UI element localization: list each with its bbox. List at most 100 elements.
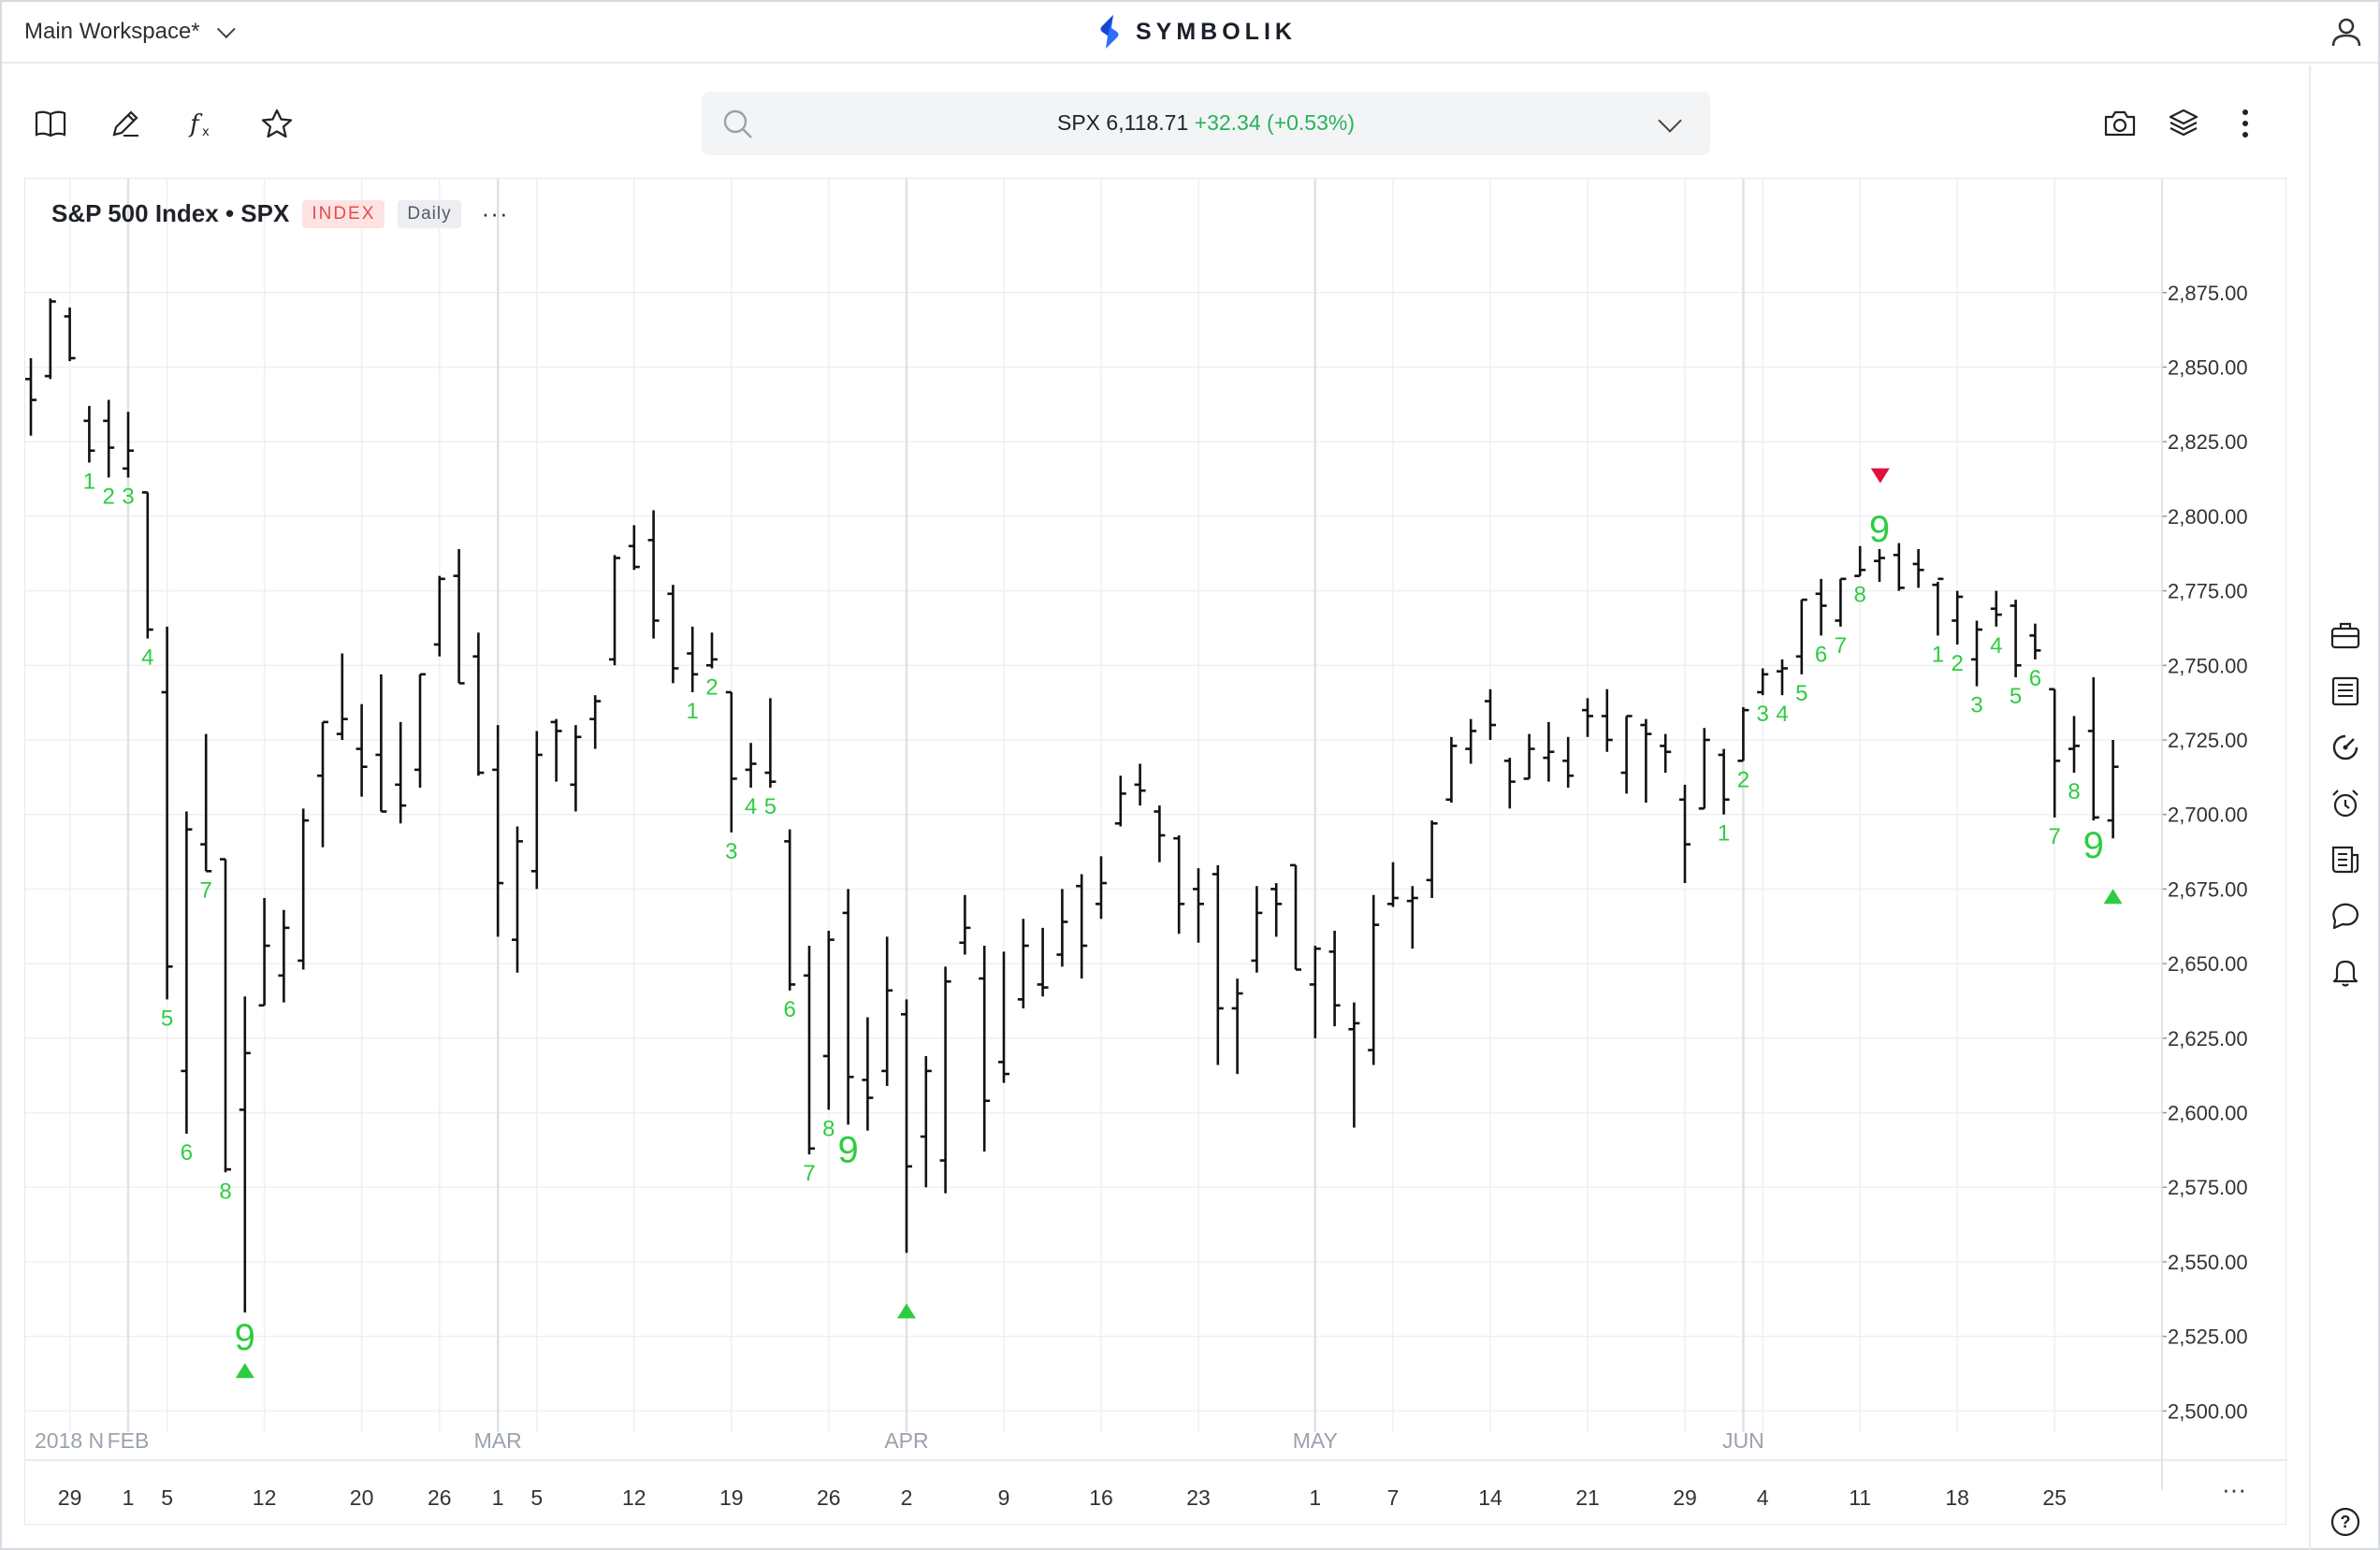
bell-icon[interactable] bbox=[2329, 956, 2361, 988]
count-label: 9 bbox=[235, 1317, 255, 1358]
count-label: 8 bbox=[822, 1116, 834, 1141]
count-label: 4 bbox=[1776, 702, 1788, 727]
gauge-icon[interactable] bbox=[2329, 732, 2361, 763]
book-icon[interactable] bbox=[32, 105, 69, 142]
x-tick-label: 25 bbox=[2042, 1485, 2067, 1510]
top-bar: Main Workspace* SYMBOLIK bbox=[2, 2, 2378, 64]
svg-text:f: f bbox=[188, 110, 203, 138]
y-tick-label: 2,550.00 bbox=[2168, 1251, 2248, 1274]
y-tick-label: 2,875.00 bbox=[2168, 282, 2248, 305]
svg-text:?: ? bbox=[2341, 1513, 2351, 1531]
symbol-search-bar[interactable]: SPX 6,118.71 +32.34 (+0.53%) bbox=[702, 92, 1710, 155]
news-icon[interactable] bbox=[2329, 844, 2361, 876]
y-tick-label: 2,500.00 bbox=[2168, 1399, 2248, 1423]
x-tick-label: 23 bbox=[1186, 1485, 1211, 1510]
star-icon[interactable] bbox=[258, 105, 296, 142]
y-tick-label: 2,600.00 bbox=[2168, 1102, 2248, 1125]
x-tick-label: 26 bbox=[428, 1485, 452, 1510]
list-icon[interactable] bbox=[2329, 675, 2361, 707]
signal-markers bbox=[235, 468, 2123, 1379]
y-tick-label: 2,825.00 bbox=[2168, 430, 2248, 454]
x-tick-label: 12 bbox=[622, 1485, 646, 1510]
count-label: 1 bbox=[83, 469, 95, 494]
y-tick-label: 2,775.00 bbox=[2168, 580, 2248, 603]
brand-name: SYMBOLIK bbox=[1136, 18, 1297, 45]
ohlc-bars bbox=[25, 298, 2119, 1313]
month-label: JUN bbox=[1722, 1428, 1764, 1453]
svg-text:x: x bbox=[202, 125, 210, 139]
x-tick-label: 19 bbox=[719, 1485, 744, 1510]
y-tick-label: 2,675.00 bbox=[2168, 877, 2248, 901]
x-tick-label: 2 bbox=[901, 1485, 913, 1510]
x-tick-label: 11 bbox=[1849, 1485, 1871, 1510]
x-tick-label: 5 bbox=[161, 1485, 173, 1510]
sell-signal-triangle bbox=[1870, 468, 1890, 484]
user-account-icon[interactable] bbox=[2329, 15, 2363, 49]
count-label: 9 bbox=[837, 1129, 858, 1170]
x-tick-label: 29 bbox=[1673, 1485, 1697, 1510]
buy-signal-triangle bbox=[2103, 889, 2123, 905]
count-label: 4 bbox=[141, 645, 153, 671]
y-axis: 2,875.00 2,850.00 2,825.00 2,800.00 2,775.00… bbox=[2161, 179, 2248, 1490]
count-label: 5 bbox=[2010, 684, 2022, 709]
count-label: 6 bbox=[1815, 642, 1827, 667]
count-label: 3 bbox=[122, 484, 134, 509]
help-icon[interactable]: ? bbox=[2329, 1506, 2361, 1538]
quote-change-pct: (+0.53%) bbox=[1267, 110, 1355, 135]
count-label: 9 bbox=[2083, 825, 2104, 866]
count-label: 1 bbox=[1932, 642, 1944, 667]
x-tick-label: 7 bbox=[1387, 1485, 1400, 1510]
count-label: 5 bbox=[1795, 681, 1807, 706]
workspace-label: Main Workspace* bbox=[24, 19, 200, 44]
pencil-icon[interactable] bbox=[107, 105, 144, 142]
x-tick-label: 29 bbox=[58, 1485, 82, 1510]
count-label: 2 bbox=[103, 484, 115, 509]
x-tick-label: 9 bbox=[998, 1485, 1010, 1510]
y-tick-label: 2,650.00 bbox=[2168, 952, 2248, 976]
layers-icon[interactable] bbox=[2165, 105, 2202, 142]
chat-icon[interactable] bbox=[2329, 900, 2361, 932]
interval-badge[interactable]: Daily bbox=[398, 199, 461, 228]
count-label: 1 bbox=[687, 699, 699, 724]
count-label: 7 bbox=[1835, 633, 1847, 659]
briefcase-icon[interactable] bbox=[2329, 619, 2361, 651]
count-label: 5 bbox=[764, 794, 776, 819]
count-label: 9 bbox=[1869, 509, 1890, 550]
count-label: 2 bbox=[1952, 651, 1964, 676]
count-label: 8 bbox=[219, 1179, 231, 1204]
y-tick-label: 2,625.00 bbox=[2168, 1027, 2248, 1050]
workspace-selector[interactable]: Main Workspace* bbox=[24, 19, 236, 45]
x-tick-label: 20 bbox=[350, 1485, 374, 1510]
more-vertical-icon[interactable] bbox=[2227, 105, 2264, 142]
count-label: 7 bbox=[200, 877, 212, 903]
grid bbox=[25, 179, 2162, 1432]
x-tick-label: 1 bbox=[1309, 1485, 1321, 1510]
index-badge: INDEX bbox=[302, 199, 385, 228]
x-tick-label: 12 bbox=[253, 1485, 277, 1510]
alarm-icon[interactable] bbox=[2329, 788, 2361, 819]
month-label: FEB bbox=[108, 1428, 150, 1453]
symbolik-logo-icon bbox=[1100, 15, 1119, 49]
x-tick-label: 1 bbox=[492, 1485, 504, 1510]
count-label: 7 bbox=[803, 1161, 815, 1186]
count-label: 8 bbox=[1854, 583, 1866, 608]
legend-more-button[interactable]: ··· bbox=[481, 199, 509, 227]
count-label: 3 bbox=[1757, 702, 1769, 727]
camera-icon[interactable] bbox=[2101, 105, 2139, 142]
month-label: APR bbox=[884, 1428, 928, 1453]
y-tick-label: 2,725.00 bbox=[2168, 729, 2248, 752]
y-tick-label: 2,575.00 bbox=[2168, 1176, 2248, 1199]
count-label: 2 bbox=[705, 674, 718, 700]
y-tick-label: 2,800.00 bbox=[2168, 505, 2248, 529]
count-label: 2 bbox=[1737, 767, 1749, 792]
axis-more-button[interactable]: ··· bbox=[2222, 1475, 2246, 1503]
buy-signal-triangle bbox=[897, 1303, 916, 1319]
count-label: 5 bbox=[161, 1006, 173, 1031]
count-label: 3 bbox=[725, 839, 737, 864]
month-label: MAR bbox=[474, 1428, 522, 1453]
